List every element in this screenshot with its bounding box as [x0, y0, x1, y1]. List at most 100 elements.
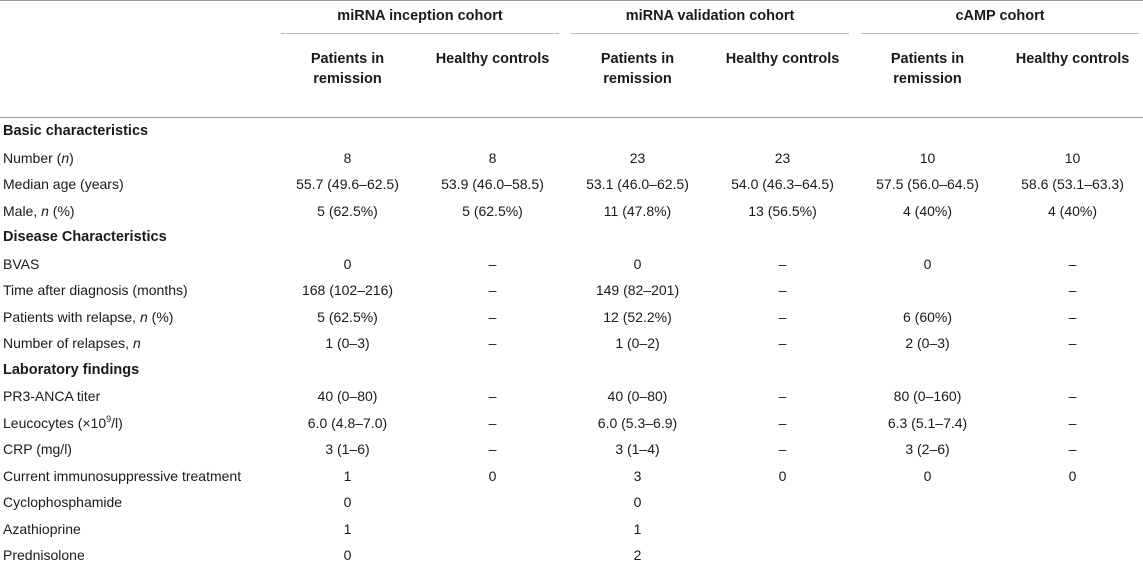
table-cell: – — [1068, 255, 1077, 272]
table-cell — [855, 516, 1000, 543]
table-cell: 3 (1–4) — [615, 441, 660, 458]
cohort-header-inception: miRNA inception cohort — [275, 1, 565, 42]
table-cell: – — [1068, 282, 1077, 299]
row-label: Current immunosuppressive treatment — [0, 463, 275, 490]
table-cell: 0 — [923, 467, 932, 484]
table-cell — [420, 489, 565, 516]
cohort-title: miRNA validation cohort — [571, 8, 850, 34]
table-cell: 4 (40%) — [903, 202, 953, 219]
table-cell: 0 — [1068, 467, 1077, 484]
table-cell: 23 — [774, 149, 791, 166]
table-row: Leucocytes (×109/l) 6.0 (4.8–7.0) – 6.0 (5.… — [0, 410, 1143, 437]
table-cell: 53.9 (46.0–58.5) — [441, 176, 544, 193]
table-cell — [855, 277, 1000, 304]
row-label-text: Median age (years) — [3, 176, 124, 193]
table-cell: – — [1068, 335, 1077, 352]
section-title: Disease Characteristics — [3, 229, 167, 246]
table-cell: 6.3 (5.1–7.4) — [887, 414, 968, 431]
table-cell: – — [1068, 308, 1077, 325]
table-cell — [710, 489, 855, 516]
table-cell: 0 — [778, 467, 787, 484]
row-label-superscript: 9 — [106, 414, 112, 425]
table-cell: – — [1068, 441, 1077, 458]
subheader-line: remission — [893, 71, 962, 87]
row-label-text: CRP (mg/l) — [3, 441, 72, 458]
table-cell — [710, 516, 855, 543]
table-cell: – — [778, 335, 787, 352]
table-cell: – — [778, 282, 787, 299]
row-label-text: Male, — [3, 202, 42, 219]
subheader-line: Patients in — [310, 51, 385, 67]
table-cell: 80 (0–160) — [893, 388, 962, 405]
table-row: Patients with relapse, n (%) 5 (62.5%) – 12… — [0, 304, 1143, 331]
row-label-suffix: (%) — [147, 308, 174, 325]
cohort-header-validation: miRNA validation cohort — [565, 1, 855, 42]
cohort-header-camp: cAMP cohort — [855, 1, 1143, 42]
table-cell: – — [488, 308, 497, 325]
row-label-suffix: /l) — [111, 415, 123, 432]
row-label-text: Leucocytes (×10 — [3, 415, 107, 432]
subheader-patients: Patients in remission — [855, 41, 1000, 118]
row-label-italic: n — [139, 308, 148, 325]
table-cell: 1 (0–2) — [615, 335, 660, 352]
table-cell: 149 (82–201) — [595, 282, 680, 299]
table-cell: 2 (0–3) — [905, 335, 950, 352]
row-label-text: Number of relapses, — [3, 335, 133, 352]
section-title: Laboratory findings — [3, 361, 140, 378]
table-cell: 168 (102–216) — [301, 282, 394, 299]
table-row: PR3-ANCA titer 40 (0–80) – 40 (0–80) – 80 (0–… — [0, 383, 1143, 410]
subheader-controls: Healthy controls — [725, 51, 840, 67]
row-label: Leucocytes (×109/l) — [0, 410, 275, 437]
table-row: Current immunosuppressive treatment 1 0 3 0 0… — [0, 463, 1143, 490]
table-cell: 11 (47.8%) — [603, 202, 672, 219]
row-label-text: Prednisolone — [3, 547, 85, 564]
table-cell: 8 — [343, 149, 352, 166]
table-cell: – — [488, 282, 497, 299]
subheader-row: Patients in remission Healthy controls Pa… — [0, 41, 1143, 118]
header-corner — [0, 1, 275, 42]
table-cell: – — [1068, 388, 1077, 405]
subheader-line: Patients in — [600, 51, 675, 67]
table-row: Time after diagnosis (months) 168 (102–21… — [0, 277, 1143, 304]
table-cell: 5 (62.5%) — [317, 202, 378, 219]
row-label-text: Cyclophosphamide — [3, 494, 123, 511]
table-cell: 6.0 (4.8–7.0) — [307, 414, 388, 431]
row-label: Number of relapses, n — [0, 330, 275, 357]
table-cell — [1000, 542, 1143, 569]
table-cell: – — [778, 255, 787, 272]
table-cell — [420, 516, 565, 543]
cohort-header-row: miRNA inception cohort miRNA validation … — [0, 0, 1143, 42]
table-cell: – — [778, 414, 787, 431]
row-label: BVAS — [0, 251, 275, 278]
row-label-text: PR3-ANCA titer — [3, 388, 101, 405]
table-row: Prednisolone 0 2 — [0, 542, 1143, 569]
table-row: BVAS 0 – 0 – 0 – — [0, 251, 1143, 278]
table-cell: 3 (2–6) — [905, 441, 950, 458]
table-cell — [855, 489, 1000, 516]
table-cell: 53.1 (46.0–62.5) — [586, 176, 689, 193]
subheader-corner — [0, 41, 275, 118]
table-cell: 57.5 (56.0–64.5) — [876, 176, 979, 193]
cohort-title: cAMP cohort — [861, 8, 1140, 34]
row-label: Cyclophosphamide — [0, 489, 275, 516]
row-label-text: Azathioprine — [3, 520, 81, 537]
subheader-line: remission — [603, 71, 672, 87]
subheader-line: Patients in — [890, 51, 965, 67]
table-cell — [855, 542, 1000, 569]
table-cell: – — [488, 255, 497, 272]
table-cell: 0 — [633, 494, 642, 511]
table-cell: 4 (40%) — [1048, 202, 1098, 219]
section-title: Basic characteristics — [3, 123, 149, 140]
row-label: Median age (years) — [0, 171, 275, 198]
subheader-patients: Patients in remission — [275, 41, 420, 118]
table-cell: – — [778, 388, 787, 405]
table-cell: 1 — [633, 520, 642, 537]
table-cell: 1 — [343, 467, 352, 484]
table-cell: 0 — [923, 255, 932, 272]
table-cell: 10 — [1064, 149, 1081, 166]
table-cell: 0 — [633, 255, 642, 272]
table-cell: 0 — [343, 494, 352, 511]
row-label-italic: n — [41, 202, 49, 219]
table-cell: – — [488, 441, 497, 458]
